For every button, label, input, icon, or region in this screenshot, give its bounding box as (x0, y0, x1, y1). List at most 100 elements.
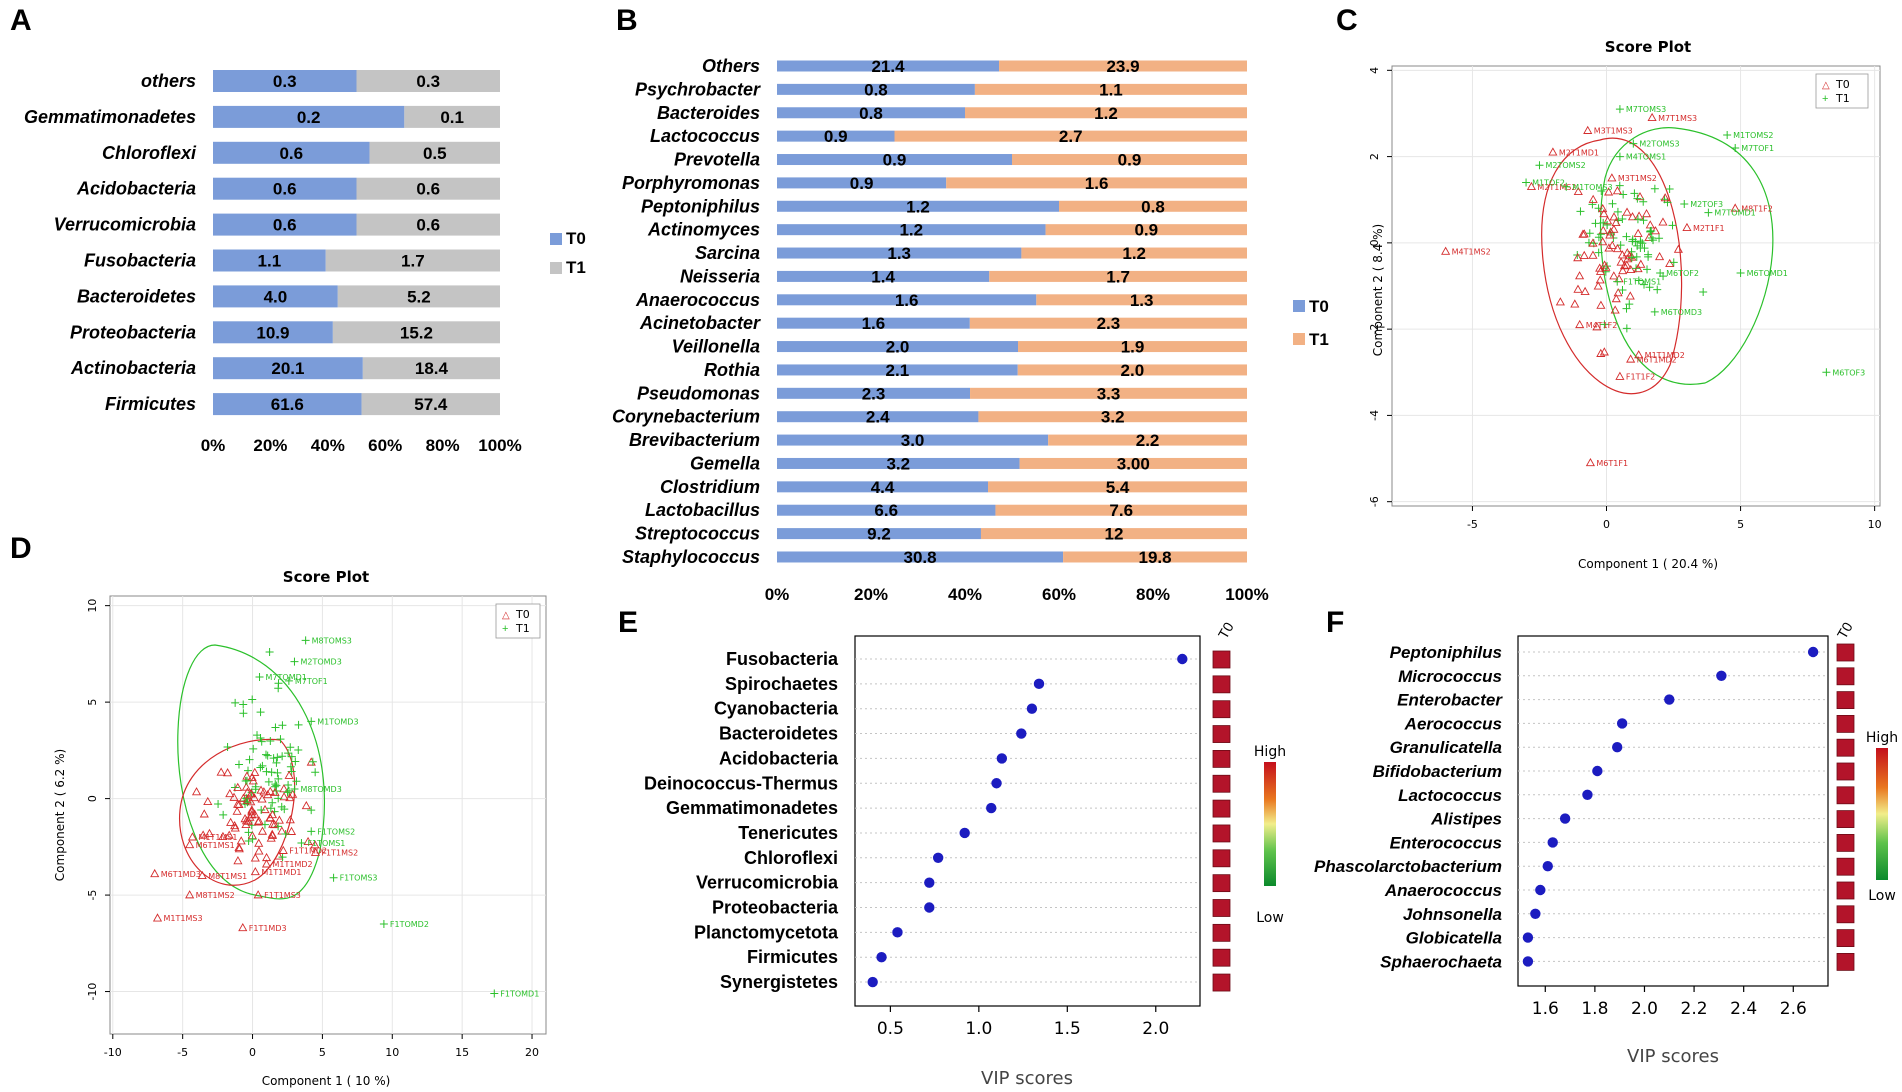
data-label-t1: 0.6 (416, 216, 440, 235)
point-t1 (272, 781, 281, 790)
point-t0 (1626, 354, 1636, 363)
point-t0 (268, 819, 278, 828)
data-label-t0: 4.0 (264, 287, 288, 306)
data-label-t1: 1.9 (1121, 338, 1145, 357)
point-t1 (1822, 368, 1831, 377)
point-label: F1T1MS2 (321, 849, 358, 858)
category-label: Lactococcus (650, 126, 760, 146)
point-t1 (284, 676, 293, 685)
point-t1 (284, 780, 293, 789)
point-t0 (1601, 262, 1611, 271)
point-label: F1T1F2 (1626, 373, 1655, 382)
legend-label-t0: T0 (1835, 78, 1850, 91)
data-label-t1: 2.0 (1121, 361, 1145, 380)
panel-c-title: Score Plot (1605, 38, 1691, 56)
legend-swatch-t0 (1293, 300, 1305, 312)
x-tick-label: 60% (1042, 585, 1076, 604)
point-t1 (1633, 194, 1642, 203)
vip-dot-anaerococcus (1535, 884, 1546, 896)
point-t1 (307, 806, 316, 815)
point-t0 (233, 856, 243, 865)
vip-category-label: Enterococcus (1390, 833, 1502, 852)
legend-label-t0: T0 (566, 229, 586, 248)
data-label-t1: 0.1 (440, 108, 464, 127)
panel-f-rows: Peptoniphilus Micrococcus Enterobacter Aero… (1314, 643, 1828, 971)
point-t0 (270, 787, 280, 796)
x-tick-label: 60% (368, 436, 402, 455)
point-t0 (1617, 250, 1627, 259)
point-t1 (1639, 197, 1648, 206)
bar-t1-gemmatimonadetes (404, 105, 500, 128)
point-t1 (1584, 238, 1593, 247)
category-label: Veillonella (672, 337, 760, 357)
point-t0 (1603, 216, 1613, 225)
heat-box (1836, 738, 1855, 757)
category-label: Peptoniphilus (641, 196, 760, 216)
point-t0 (288, 789, 298, 798)
panel-c-plot-frame (1391, 65, 1881, 507)
point-t1 (294, 746, 303, 755)
point-t0 (245, 812, 255, 821)
point-t0 (254, 838, 264, 847)
panel-b-legend: T0 T1 (1293, 297, 1329, 349)
point-label: M7T1MS3 (1658, 114, 1697, 123)
point-t0 (1647, 112, 1657, 122)
category-label: Prevotella (674, 150, 760, 170)
point-t0 (1650, 226, 1660, 235)
point-t0 (1441, 246, 1451, 255)
point-t1 (1576, 207, 1585, 216)
panel-e-heat-column-label: T0 (1215, 619, 1237, 641)
data-label-t0: 21.4 (871, 57, 905, 76)
legend-label-t0: T0 (515, 608, 530, 621)
point-t0 (1548, 147, 1558, 156)
point-t1 (286, 762, 295, 771)
heat-box (1212, 923, 1231, 942)
category-label: Actinomyces (647, 220, 760, 240)
point-t0 (286, 826, 297, 835)
bar-t1-neisseria (989, 270, 1247, 282)
panel-e-x-ticks: 0.5 1.0 1.5 2.0 (877, 1006, 1169, 1039)
vip-dot-phascolarctobacterium (1542, 861, 1553, 872)
point-label: M3T1MS2 (1618, 174, 1657, 183)
vip-category-label: Micrococcus (1398, 667, 1502, 686)
point-t0 (1635, 192, 1645, 201)
point-t0 (285, 792, 295, 802)
data-label-t0: 1.2 (899, 221, 923, 240)
x-tick-label: 5 (319, 1046, 326, 1059)
panel-b: B Others Psychrobacter Bacteroides Lactococ… (612, 4, 1329, 604)
panel-b-bars: 21.4 23.90.8 1.10.8 1.20.9 2.70.9 0.90.9 1.61.… (777, 57, 1247, 567)
data-label-t1: 3.2 (1101, 408, 1125, 427)
legend-t0-triangle-icon: △ (1822, 80, 1830, 91)
vip-dot-acidobacteria (996, 753, 1008, 764)
bar-t0-verrucomicrobia (213, 213, 357, 236)
point-t0 (1641, 209, 1652, 218)
data-label-t0: 9.2 (867, 525, 891, 544)
point-t0 (1588, 250, 1598, 259)
data-label-t0: 0.6 (273, 180, 297, 199)
category-label: Gemmatimonadetes (24, 107, 196, 127)
point-label: M1T1MS3 (164, 914, 203, 923)
point-t1 (308, 757, 317, 766)
point-t1 (248, 695, 257, 704)
point-t1 (1603, 221, 1612, 230)
bar-t0-staphylococcus (777, 551, 1064, 563)
point-t0 (254, 846, 264, 855)
point-t1 (307, 827, 316, 836)
point-label: M7TOMD1 (1714, 209, 1755, 218)
point-t1 (1649, 236, 1658, 245)
data-label-t0: 0.9 (850, 174, 874, 193)
vip-dot-aerococcus (1616, 718, 1628, 729)
bar-t0-peptoniphilus (777, 200, 1059, 212)
vip-dot-gemmatimonadetes (986, 802, 997, 814)
bar-t0-brevibacterium (777, 434, 1049, 446)
bar-t0-gemella (777, 457, 1020, 469)
legend-label-t1: T1 (1309, 330, 1329, 349)
point-t1 (234, 760, 243, 769)
x-tick-label: 15 (455, 1046, 469, 1059)
bar-t1-gemella (1019, 457, 1247, 469)
panel-a-bars: 0.3 0.30.2 0.10.6 0.50.6 0.60.6 0.61.1 1.74.0 5… (213, 70, 500, 416)
point-t1 (1643, 265, 1652, 274)
point-t1 (1596, 230, 1605, 239)
x-tick-label: 5 (1737, 518, 1744, 531)
x-tick-label: 1.8 (1581, 999, 1608, 1019)
